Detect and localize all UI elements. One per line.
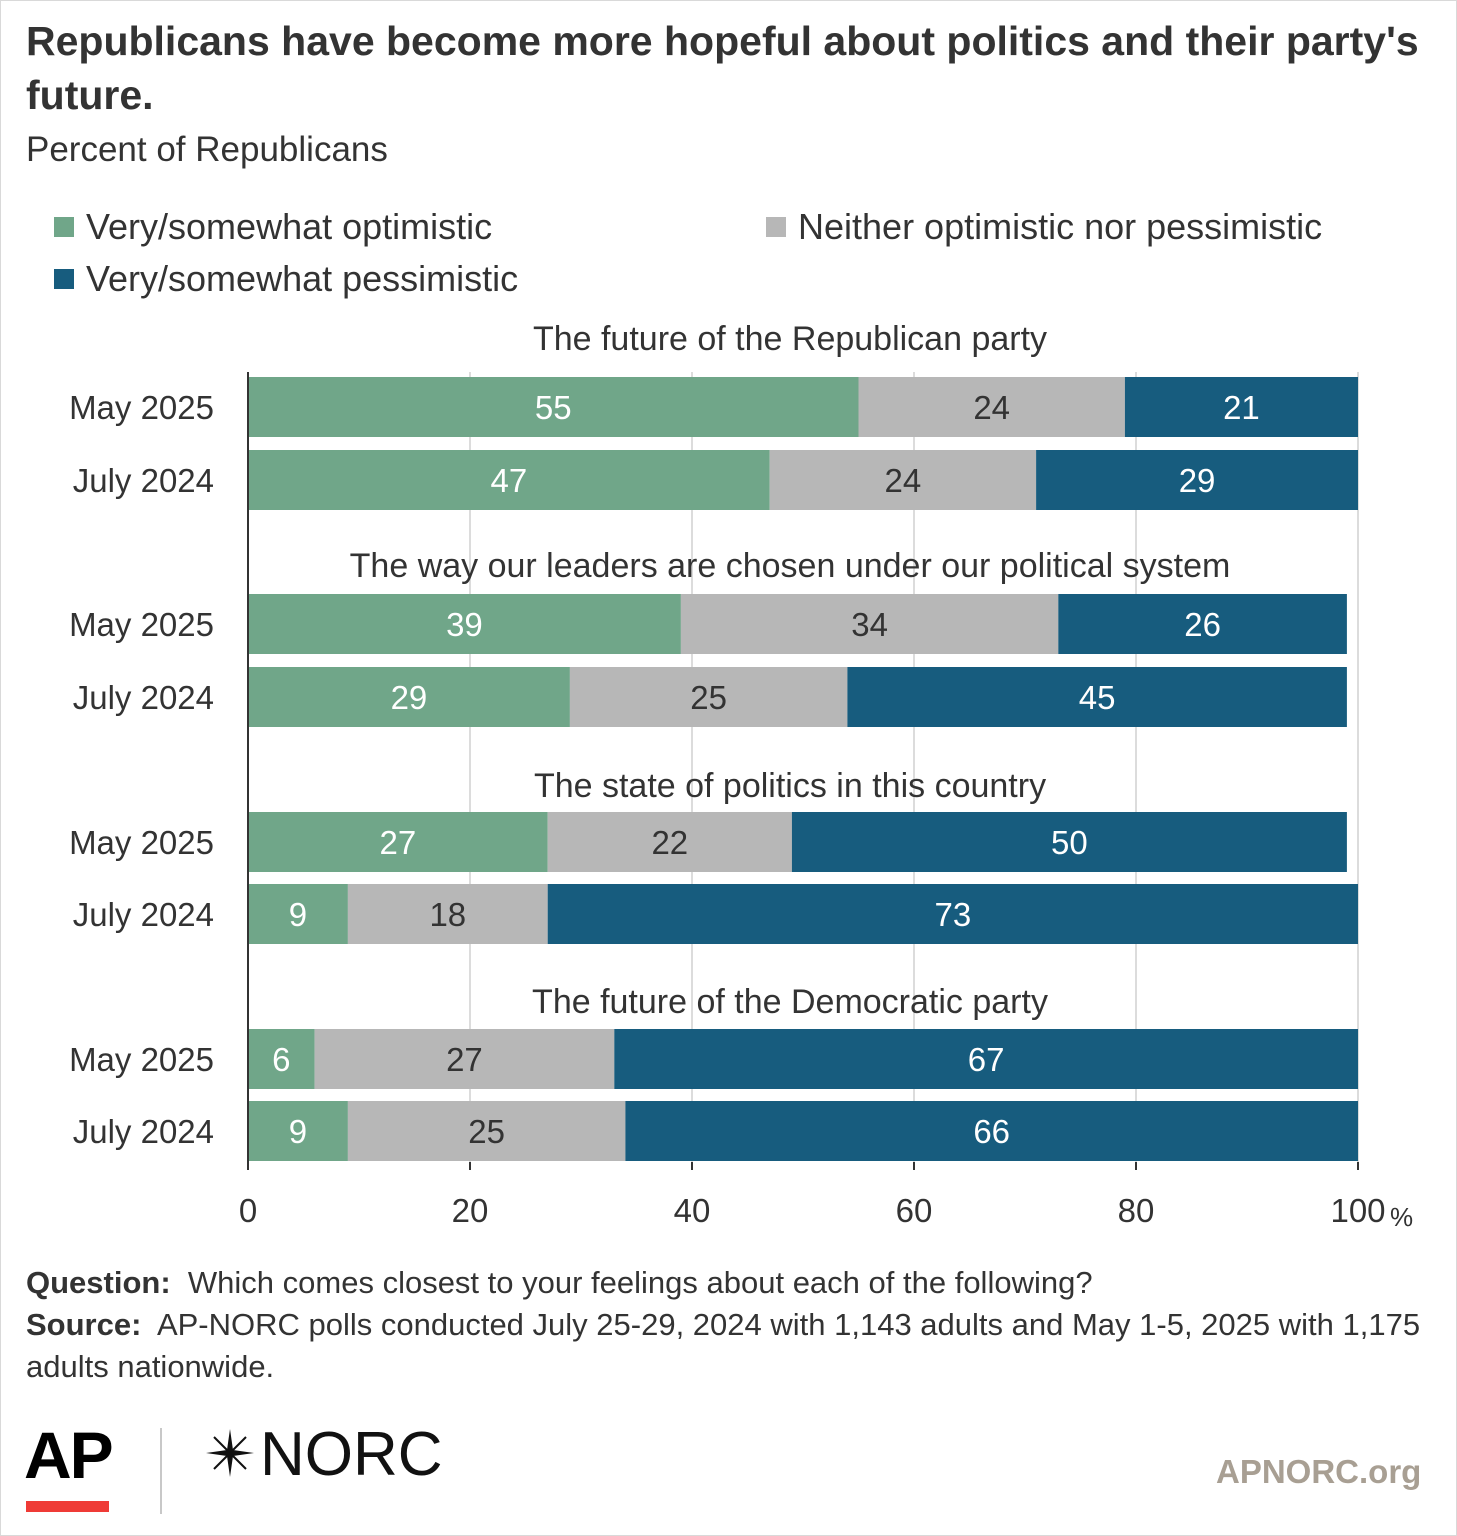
group-title: The future of the Democratic party [532,983,1048,1021]
x-tick-label: 20 [452,1192,489,1229]
bar-segment [1124,377,1358,437]
norc-star-icon [206,1429,254,1477]
source-text: AP-NORC polls conducted July 25-29, 2024… [26,1307,1421,1384]
data-label: 22 [651,824,688,861]
norc-logo-text: NORC [260,1420,443,1489]
row-label: July 2024 [73,896,214,933]
data-label: 18 [429,896,466,933]
legend-item-optimistic: Very/somewhat optimistic [54,205,492,249]
row-label: May 2025 [69,389,214,426]
data-label: 34 [851,606,888,643]
data-label: 24 [885,462,922,499]
bar-segment [680,594,1059,654]
bar-segment [248,1029,315,1089]
question-label: Question: [26,1265,171,1300]
legend-label-optimistic: Very/somewhat optimistic [86,206,493,247]
data-label: 29 [391,679,428,716]
bar-segment [347,1101,626,1161]
x-tick-label: 80 [1118,1192,1155,1229]
chart-subtitle: Percent of Republicans [26,130,388,169]
bar-segment [1036,450,1358,510]
data-label: 50 [1051,824,1088,861]
norc-logo: NORC [204,1420,443,1490]
group-title: The state of politics in this country [534,767,1046,805]
bar-segment [625,1101,1358,1161]
chart-title: Republicans have become more hopeful abo… [26,18,1419,118]
x-tick-label: 40 [674,1192,711,1229]
data-label: 73 [934,896,971,933]
data-label: 24 [973,389,1010,426]
bar-segment [547,812,792,872]
data-label: 9 [289,896,307,933]
row-label: May 2025 [69,1041,214,1078]
data-label: 27 [379,824,416,861]
group-title: The way our leaders are chosen under our… [350,547,1231,585]
bar-segment [314,1029,615,1089]
data-label: 25 [690,679,727,716]
bar-segment [248,1101,348,1161]
site-link[interactable]: APNORC.org [1216,1453,1422,1490]
legend-swatch-neither [766,217,786,237]
row-label: July 2024 [73,1113,214,1150]
bar-segment [858,377,1125,437]
legend-label-neither: Neither optimistic nor pessimistic [798,206,1323,247]
question-text: Which comes closest to your feelings abo… [187,1265,1093,1300]
data-label: 29 [1179,462,1216,499]
bar-segment [569,667,848,727]
legend-item-pessimistic: Very/somewhat pessimistic [54,257,518,301]
x-tick-label: 0 [239,1192,257,1229]
x-tick-label: 100 [1330,1192,1385,1229]
row-label: May 2025 [69,606,214,643]
row-label: May 2025 [69,824,214,861]
bar-segment [547,884,1358,944]
bar-segment [347,884,548,944]
data-label: 9 [289,1113,307,1150]
data-label: 39 [446,606,483,643]
bar-segment [248,377,859,437]
bar-segment [248,667,570,727]
bar-segment [248,884,348,944]
group-title: The future of the Republican party [533,320,1047,358]
row-label: July 2024 [73,679,214,716]
legend-item-neither: Neither optimistic nor pessimistic [766,205,1322,249]
x-tick-label: 60 [896,1192,933,1229]
data-label: 6 [272,1041,290,1078]
data-label: 47 [490,462,527,499]
source-label: Source: [26,1307,142,1342]
data-label: 67 [968,1041,1005,1078]
legend-label-pessimistic: Very/somewhat pessimistic [86,258,519,299]
data-label: 26 [1184,606,1221,643]
source-note: Source: AP-NORC polls conducted July 25-… [26,1304,1436,1388]
bar-segment [248,812,548,872]
chart-notes: Question: Which comes closest to your fe… [26,1262,1436,1388]
ap-logo: AP [24,1418,114,1492]
data-label: 55 [535,389,572,426]
question-note: Question: Which comes closest to your fe… [26,1262,1436,1304]
bar-segment [769,450,1037,510]
logo-divider [160,1428,162,1514]
bar-segment [248,594,681,654]
data-label: 21 [1223,389,1260,426]
x-axis-unit: % [1390,1202,1413,1232]
row-label: July 2024 [73,462,214,499]
bar-segment [1058,594,1347,654]
data-label: 25 [468,1113,505,1150]
data-label: 27 [446,1041,483,1078]
bar-segment [248,450,770,510]
legend-swatch-optimistic [54,217,74,237]
stacked-bar-chart: The future of the Republican party May 20… [69,320,1413,1232]
bar-segment [614,1029,1358,1089]
data-label: 45 [1079,679,1116,716]
data-label: 66 [973,1113,1010,1150]
legend-swatch-pessimistic [54,269,74,289]
bar-segment [847,667,1347,727]
bar-segment [791,812,1347,872]
ap-logo-underline [26,1501,109,1512]
